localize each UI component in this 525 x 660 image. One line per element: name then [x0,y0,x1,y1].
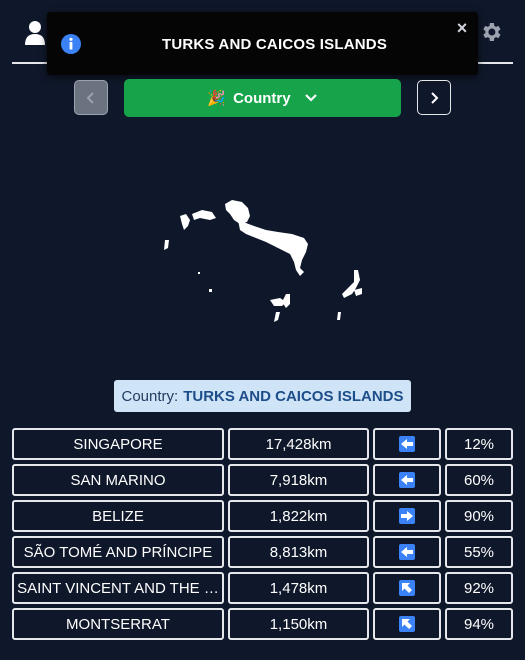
guess-proximity: 55% [445,536,513,568]
guess-row: SAN MARINO 7,918km 60% [12,464,514,496]
info-icon [61,34,81,54]
guess-row: SÃO TOMÉ AND PRÍNCIPE 8,813km 55% [12,536,514,568]
toast-message: TURKS AND CAICOS ISLANDS [161,36,388,53]
guess-row: SINGAPORE 17,428km 12% [12,428,514,460]
left-arrow-icon [399,472,415,488]
guess-direction [373,608,441,640]
guess-row: BELIZE 1,822km 90% [12,500,514,532]
guess-direction [373,464,441,496]
next-mode-button[interactable] [417,80,451,115]
gear-icon[interactable] [479,20,503,44]
guess-distance: 1,478km [228,572,369,604]
party-popper-icon: 🎉 [207,90,227,107]
left-arrow-icon [399,436,415,452]
guess-proximity: 60% [445,464,513,496]
left-arrow-icon [399,544,415,560]
guess-distance: 1,822km [228,500,369,532]
user-icon[interactable] [24,20,46,46]
chevron-right-icon [431,92,439,104]
guess-country: BELIZE [12,500,224,532]
up-left-arrow-icon [399,616,415,632]
guess-proximity: 12% [445,428,513,460]
guess-country: SAINT VINCENT AND THE … [12,572,224,604]
guess-row: SAINT VINCENT AND THE … 1,478km 92% [12,572,514,604]
toast-notification: TURKS AND CAICOS ISLANDS × [47,12,478,75]
guess-direction [373,428,441,460]
guess-proximity: 90% [445,500,513,532]
chevron-down-icon [304,94,317,102]
guess-direction [373,500,441,532]
answer-country-name: TURKS AND CAICOS ISLANDS [183,387,404,405]
up-left-arrow-icon [399,580,415,596]
guess-direction [373,572,441,604]
answer-label: Country: TURKS AND CAICOS ISLANDS [114,380,411,412]
guess-distance: 1,150km [228,608,369,640]
right-arrow-icon [399,508,415,524]
guess-proximity: 94% [445,608,513,640]
guess-distance: 7,918km [228,464,369,496]
country-silhouette-map [164,200,362,322]
guess-direction [373,536,441,568]
guess-country: SAN MARINO [12,464,224,496]
guess-distance: 17,428km [228,428,369,460]
guess-distance: 8,813km [228,536,369,568]
close-icon[interactable]: × [456,18,468,38]
guess-country: MONTSERRAT [12,608,224,640]
answer-prefix: Country: [121,387,179,405]
guess-country: SINGAPORE [12,428,224,460]
chevron-left-icon [86,92,94,104]
guess-list: SINGAPORE 17,428km 12% SAN MARINO 7,918km 60%… [12,428,514,644]
guess-proximity: 92% [445,572,513,604]
mode-label: Country [233,89,291,107]
guess-country: SÃO TOMÉ AND PRÍNCIPE [12,536,224,568]
mode-select-button[interactable]: 🎉 Country [124,79,401,117]
previous-mode-button[interactable] [74,80,108,115]
guess-row: MONTSERRAT 1,150km 94% [12,608,514,640]
